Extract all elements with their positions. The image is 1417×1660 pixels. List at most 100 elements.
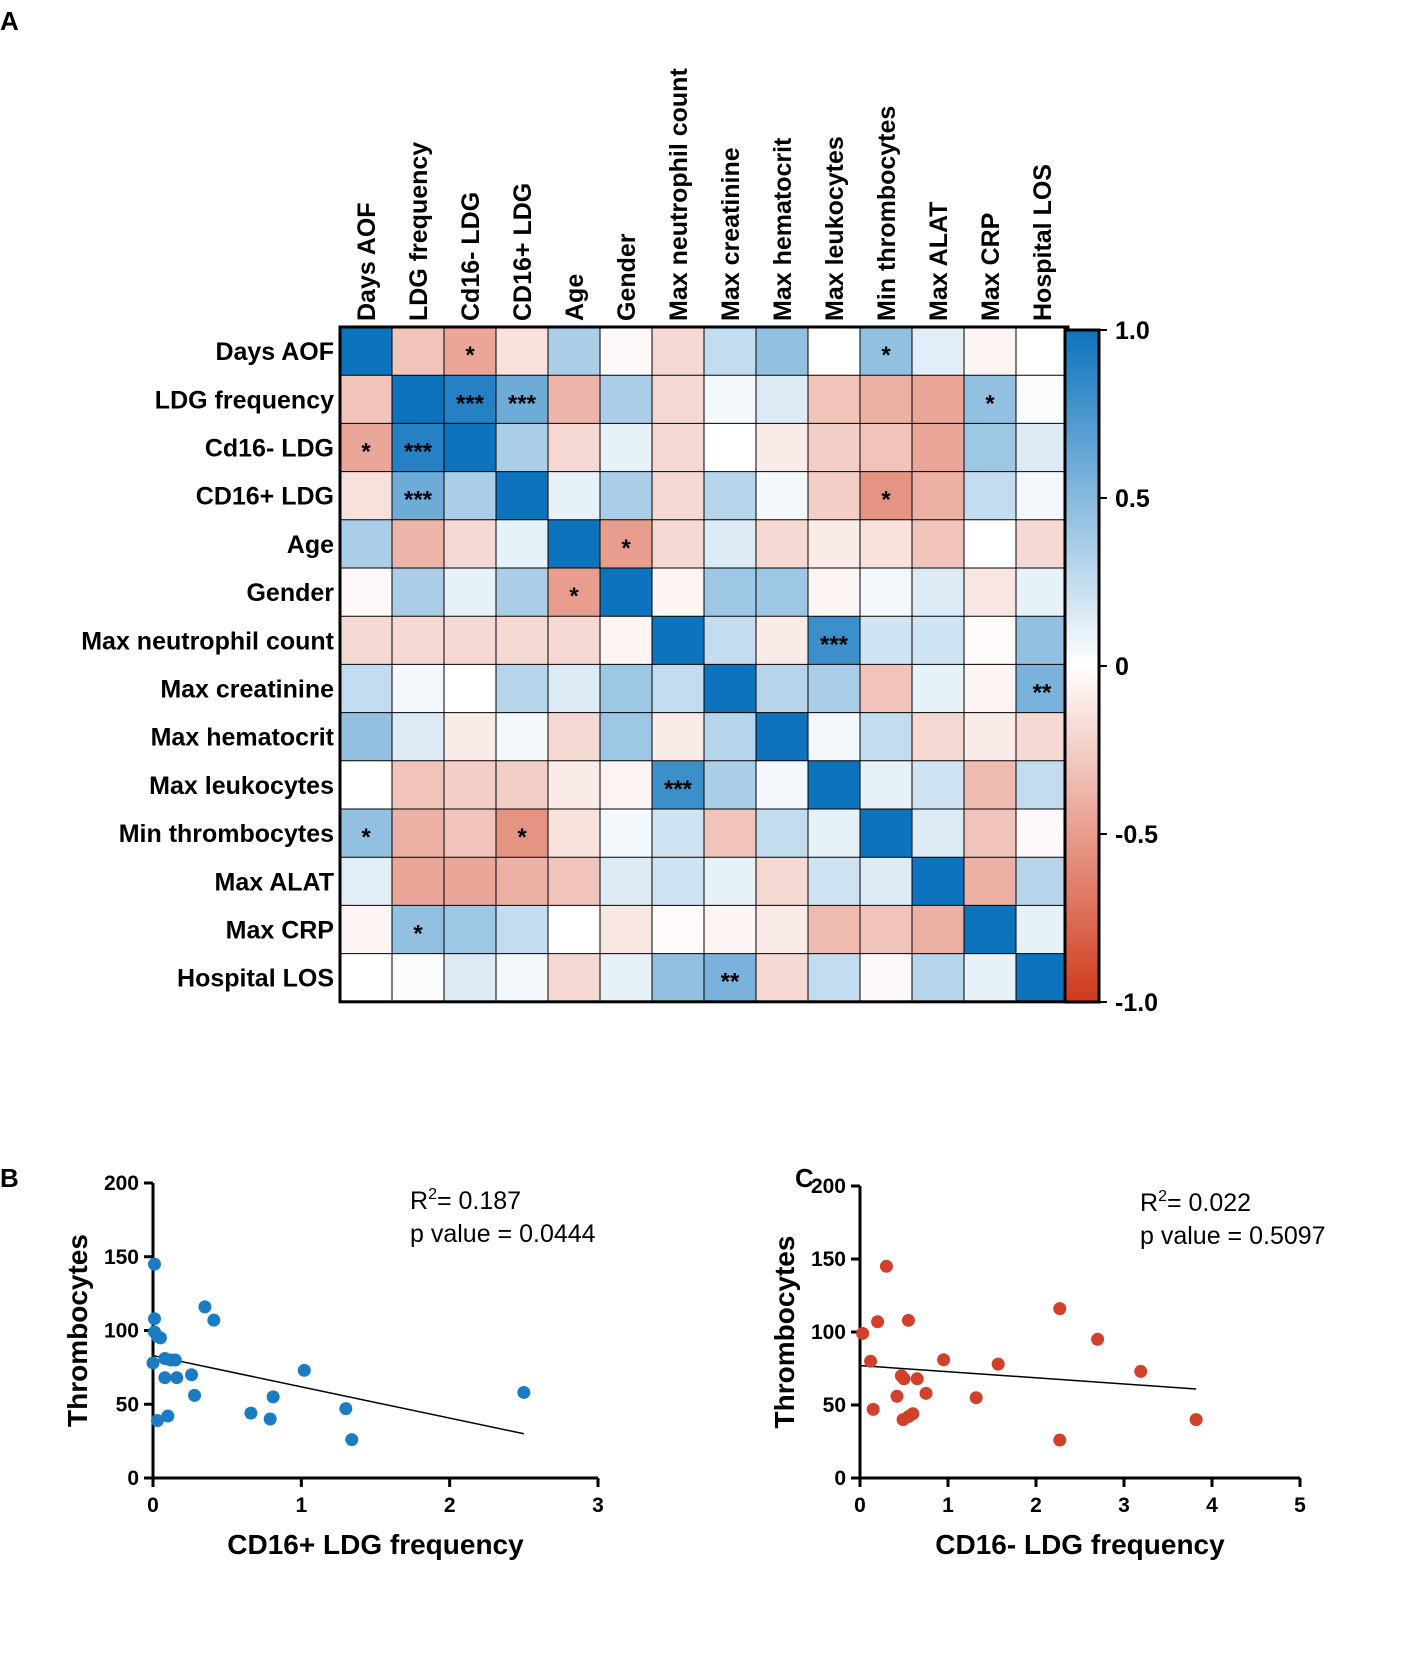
colorbar-gradient: [1063, 328, 1101, 1004]
p-value-annotation: p value = 0.0444: [410, 1220, 596, 1248]
heatmap-cell: [496, 809, 548, 858]
heatmap-cell: [808, 857, 860, 906]
heatmap-cell: [756, 327, 808, 376]
heatmap-cell: [444, 857, 496, 906]
colorbar-ticks: 1.0 0.5 0 -0.5 -1.0: [1099, 317, 1158, 1017]
data-point: [1134, 1364, 1148, 1378]
heatmap-cell: [548, 568, 600, 617]
regression-line: [859, 1364, 1197, 1390]
heatmap-cell: [548, 664, 600, 713]
heatmap-cell: [392, 327, 444, 376]
y-tick-label: 50: [116, 1393, 139, 1416]
data-point: [919, 1386, 933, 1400]
heatmap-cell: [444, 905, 496, 954]
significance-mark: ***: [404, 439, 433, 466]
heatmap-cell: [444, 760, 496, 809]
row-label: CD16+ LDG: [196, 483, 334, 511]
heatmap-cell: [392, 568, 444, 617]
heatmap-cell: [392, 423, 444, 472]
data-point: [871, 1315, 885, 1329]
heatmap-cell: [756, 616, 808, 665]
data-point: [158, 1371, 172, 1385]
column-label: Max hematocrit: [769, 137, 797, 321]
heatmap-cell: [652, 519, 704, 568]
x-tick-label: 2: [1030, 1494, 1042, 1517]
heatmap-cell: [548, 519, 600, 568]
heatmap-cell: [704, 471, 756, 520]
heatmap-cell: [860, 760, 912, 809]
heatmap-cell: [964, 712, 1016, 761]
heatmap-cell: [340, 568, 392, 617]
heatmap-cell: [340, 616, 392, 665]
data-point: [856, 1326, 870, 1340]
colorbar: 1.0 0.5 0 -0.5 -1.0: [1063, 317, 1158, 1017]
heatmap-cell: [860, 423, 912, 472]
heatmap-cell: [964, 375, 1016, 424]
data-point: [168, 1353, 182, 1367]
heatmap-cell: [548, 471, 600, 520]
heatmap-cell: [912, 519, 964, 568]
heatmap-cell: [860, 616, 912, 665]
heatmap-cell: [756, 568, 808, 617]
data-point: [890, 1389, 904, 1403]
data-point: [991, 1357, 1005, 1371]
heatmap-significance-marks: * **** *** ** ****** ************ ****: [361, 342, 1052, 996]
heatmap-cell: [548, 712, 600, 761]
heatmap-cell: [600, 519, 652, 568]
data-point: [185, 1368, 199, 1382]
heatmap-cell: [496, 519, 548, 568]
heatmap-cell: [600, 423, 652, 472]
heatmap-cell: [756, 664, 808, 713]
data-point: [339, 1402, 353, 1416]
heatmap-cell: [964, 616, 1016, 665]
colorbar-tick-label: 0.5: [1115, 485, 1150, 513]
heatmap-cell: [1016, 568, 1068, 617]
data-point: [1189, 1413, 1203, 1427]
heatmap-cell: [860, 375, 912, 424]
heatmap-cell: [340, 327, 392, 376]
heatmap-cell: [548, 760, 600, 809]
heatmap-cell: [548, 616, 600, 665]
heatmap-cell: [652, 857, 704, 906]
row-label: Gender: [246, 579, 334, 607]
heatmap-cell: [964, 857, 1016, 906]
y-tick-label: 100: [104, 1320, 139, 1343]
heatmap-cell: [704, 375, 756, 424]
heatmap-cell: [600, 375, 652, 424]
data-point: [170, 1371, 184, 1385]
heatmap-cell: [340, 471, 392, 520]
heatmap-cell: [496, 857, 548, 906]
y-tick-label: 100: [811, 1321, 846, 1344]
heatmap-cell: [340, 519, 392, 568]
heatmap-cell: [964, 471, 1016, 520]
column-label: LDG frequency: [405, 142, 433, 321]
heatmap-cell: [444, 471, 496, 520]
heatmap-cell: [912, 760, 964, 809]
heatmap-cell: [704, 423, 756, 472]
x-tick-label: 2: [444, 1494, 456, 1517]
data-point: [147, 1257, 161, 1271]
colorbar-tick-label: 0: [1115, 653, 1129, 681]
heatmap-cell: [808, 616, 860, 665]
column-label: Age: [561, 274, 589, 321]
heatmap-cell: [600, 712, 652, 761]
heatmap-cell: [600, 664, 652, 713]
heatmap-cell: [444, 568, 496, 617]
heatmap-cell: [652, 760, 704, 809]
heatmap-cell: [860, 471, 912, 520]
heatmap-cell: [600, 857, 652, 906]
heatmap-cell: [392, 712, 444, 761]
heatmap-cell: [340, 905, 392, 954]
regression-line: [152, 1354, 524, 1435]
heatmap-cell: [964, 519, 1016, 568]
y-tick-label: 150: [104, 1246, 139, 1269]
heatmap-cell: [1016, 519, 1068, 568]
x-tick-label: 4: [1206, 1494, 1218, 1517]
heatmap-cell: [964, 327, 1016, 376]
heatmap-cell: [912, 664, 964, 713]
heatmap-cell: [496, 664, 548, 713]
heatmap-cell: [860, 953, 912, 1002]
significance-mark: ***: [456, 390, 485, 417]
column-label: Max ALAT: [925, 202, 953, 321]
